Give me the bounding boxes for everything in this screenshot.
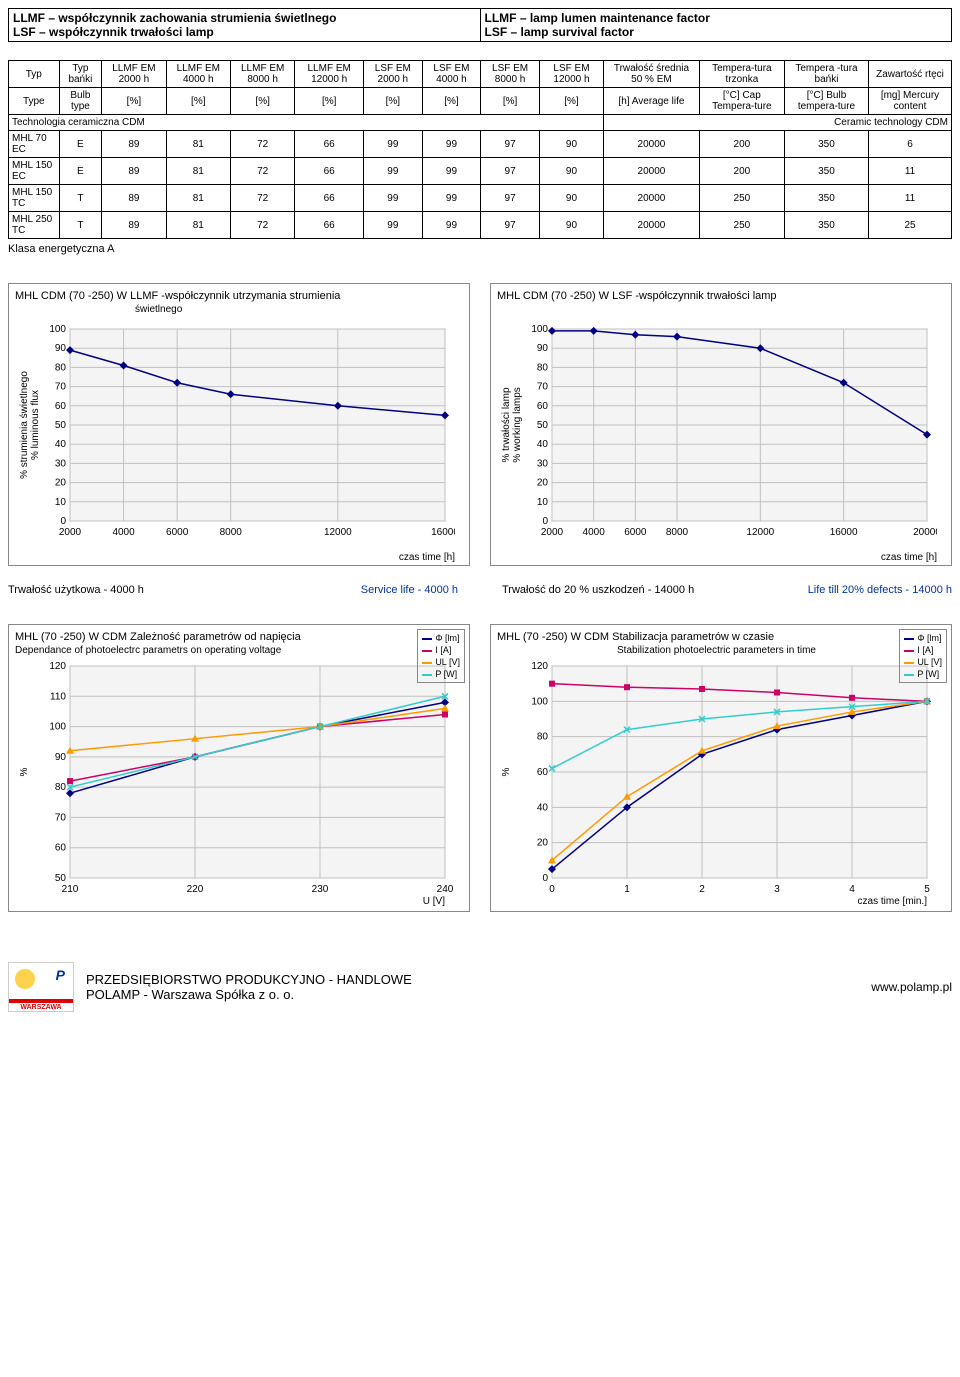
svg-text:30: 30: [537, 458, 549, 469]
svg-text:20: 20: [537, 838, 549, 849]
svg-text:50: 50: [537, 420, 549, 431]
energy-class: Klasa energetyczna A: [8, 243, 952, 255]
svg-text:80: 80: [55, 362, 67, 373]
svg-text:1: 1: [624, 884, 630, 895]
svg-text:0: 0: [60, 516, 66, 527]
svg-text:70: 70: [55, 382, 67, 393]
svg-text:4: 4: [849, 884, 855, 895]
def-pl2: LSF – współczynnik trwałości lamp: [13, 25, 214, 39]
svg-text:%: %: [19, 767, 30, 776]
svg-text:100: 100: [531, 324, 548, 335]
svg-text:100: 100: [49, 722, 66, 733]
svg-text:120: 120: [531, 661, 548, 672]
svg-text:240: 240: [437, 884, 454, 895]
svg-text:80: 80: [537, 362, 549, 373]
service-life-row: Trwałość użytkowa - 4000 hService life -…: [8, 584, 952, 596]
table-row: MHL 150 ECE89817266999997902000020035011: [9, 158, 952, 185]
svg-text:6000: 6000: [166, 527, 189, 538]
svg-text:40: 40: [537, 802, 549, 813]
svg-text:100: 100: [531, 696, 548, 707]
svg-text:% strumienia świetlnego: % strumienia świetlnego: [19, 371, 30, 479]
svg-text:60: 60: [55, 843, 67, 854]
svg-text:50: 50: [55, 420, 67, 431]
svg-text:%: %: [501, 767, 512, 776]
logo: P WARSZAWA: [8, 962, 74, 1012]
svg-text:6000: 6000: [624, 527, 647, 538]
svg-text:20: 20: [55, 478, 67, 489]
svg-text:12000: 12000: [324, 527, 352, 538]
table-row: MHL 150 TCT89817266999997902000025035011: [9, 185, 952, 212]
svg-text:120: 120: [49, 661, 66, 672]
main-data-table: Typ Typ bańki LLMF EM 2000 hLLMF EM 4000…: [8, 60, 952, 239]
svg-text:3: 3: [774, 884, 780, 895]
def-pl1: LLMF – współczynnik zachowania strumieni…: [13, 11, 336, 25]
svg-text:80: 80: [537, 732, 549, 743]
svg-text:60: 60: [537, 401, 549, 412]
svg-text:czas time [min.]: czas time [min.]: [858, 896, 928, 906]
svg-text:20000: 20000: [913, 527, 937, 538]
svg-text:10: 10: [537, 497, 549, 508]
svg-text:230: 230: [312, 884, 329, 895]
svg-text:40: 40: [537, 439, 549, 450]
svg-text:90: 90: [537, 343, 549, 354]
svg-text:80: 80: [55, 782, 67, 793]
svg-text:5: 5: [924, 884, 930, 895]
svg-text:90: 90: [55, 343, 67, 354]
svg-text:0: 0: [549, 884, 555, 895]
svg-text:2: 2: [699, 884, 705, 895]
svg-text:16000: 16000: [830, 527, 858, 538]
svg-text:4000: 4000: [112, 527, 135, 538]
svg-text:70: 70: [537, 382, 549, 393]
svg-text:10: 10: [55, 497, 67, 508]
svg-text:0: 0: [542, 873, 548, 884]
svg-text:8000: 8000: [666, 527, 689, 538]
chart-stabilization: MHL (70 -250) W CDM Stabilizacja paramet…: [490, 624, 952, 912]
svg-text:% luminous flux: % luminous flux: [30, 390, 41, 460]
svg-text:12000: 12000: [746, 527, 774, 538]
svg-text:2000: 2000: [541, 527, 564, 538]
svg-text:% working lamps: % working lamps: [512, 387, 523, 463]
svg-text:20: 20: [537, 478, 549, 489]
svg-text:100: 100: [49, 324, 66, 335]
def-en1: LLMF – lamp lumen maintenance factor: [485, 11, 710, 25]
svg-text:60: 60: [55, 401, 67, 412]
svg-text:U [V]: U [V]: [423, 896, 445, 906]
svg-text:8000: 8000: [220, 527, 243, 538]
footer-link[interactable]: www.polamp.pl: [871, 980, 952, 994]
svg-text:16000: 16000: [431, 527, 455, 538]
svg-text:4000: 4000: [583, 527, 606, 538]
table-row: MHL 70 ECE8981726699999790200002003506: [9, 131, 952, 158]
svg-text:210: 210: [62, 884, 79, 895]
svg-text:70: 70: [55, 812, 67, 823]
svg-text:90: 90: [55, 752, 67, 763]
chart-lsf: MHL CDM (70 -250) W LSF -współczynnik tr…: [490, 283, 952, 566]
svg-text:% trwałości lamp: % trwałości lamp: [501, 387, 512, 462]
svg-text:110: 110: [50, 691, 66, 702]
svg-text:60: 60: [537, 767, 549, 778]
page-footer: P WARSZAWA PRZEDSIĘBIORSTWO PRODUKCYJNO …: [8, 962, 952, 1012]
table-row: MHL 250 TCT89817266999997902000025035025: [9, 212, 952, 239]
svg-text:40: 40: [55, 439, 67, 450]
chart-llmf: MHL CDM (70 -250) W LLMF -współczynnik u…: [8, 283, 470, 566]
definitions-table: LLMF – współczynnik zachowania strumieni…: [8, 8, 952, 42]
chart-voltage: MHL (70 -250) W CDM Zależność parametrów…: [8, 624, 470, 912]
svg-text:30: 30: [55, 458, 67, 469]
svg-text:0: 0: [542, 516, 548, 527]
svg-text:50: 50: [55, 873, 67, 884]
svg-text:220: 220: [187, 884, 204, 895]
def-en2: LSF – lamp survival factor: [485, 25, 634, 39]
svg-text:2000: 2000: [59, 527, 82, 538]
